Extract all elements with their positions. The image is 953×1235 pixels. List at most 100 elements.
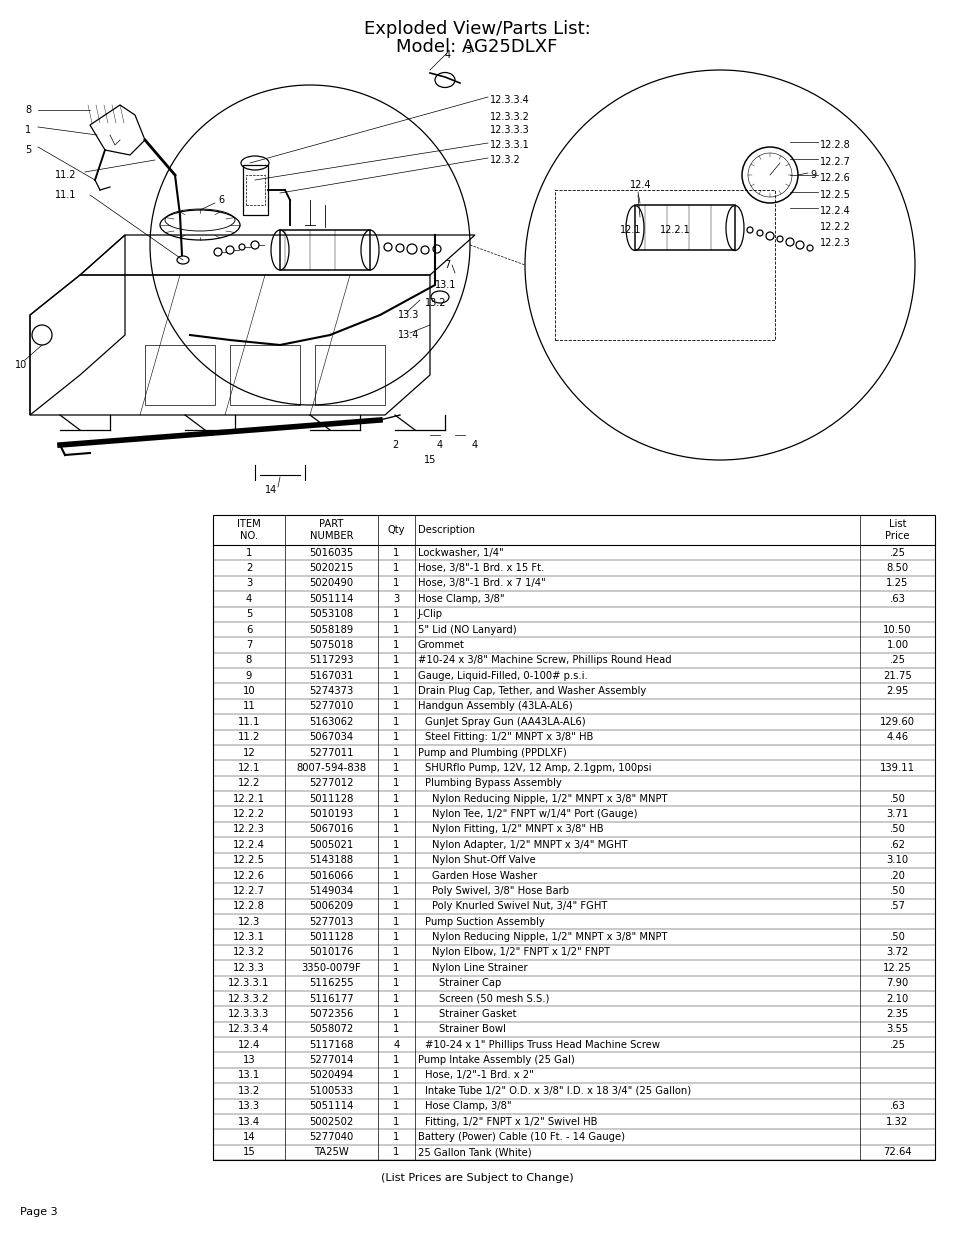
Text: 12.2.3: 12.2.3: [233, 825, 265, 835]
Text: 12.3.3.3: 12.3.3.3: [228, 1009, 270, 1019]
Text: 5277011: 5277011: [309, 747, 354, 757]
Text: 13.2: 13.2: [237, 1086, 260, 1095]
Text: 1: 1: [393, 1102, 399, 1112]
Text: 2.95: 2.95: [885, 687, 908, 697]
Text: Nylon Shut-Off Valve: Nylon Shut-Off Valve: [432, 855, 536, 866]
Text: 1: 1: [393, 885, 399, 895]
Text: 5011128: 5011128: [309, 932, 354, 942]
Text: 12.2.5: 12.2.5: [233, 855, 265, 866]
Text: #10-24 x 3/8" Machine Screw, Phillips Round Head: #10-24 x 3/8" Machine Screw, Phillips Ro…: [417, 656, 671, 666]
Text: Intake Tube 1/2" O.D. x 3/8" I.D. x 18 3/4" (25 Gallon): Intake Tube 1/2" O.D. x 3/8" I.D. x 18 3…: [424, 1086, 690, 1095]
Text: ITEM
NO.: ITEM NO.: [237, 519, 260, 541]
Text: 5020494: 5020494: [309, 1071, 354, 1081]
Text: 12.2.2: 12.2.2: [233, 809, 265, 819]
Text: 5005021: 5005021: [309, 840, 354, 850]
Text: 11.1: 11.1: [237, 716, 260, 727]
Text: 3350-0079F: 3350-0079F: [301, 963, 361, 973]
Text: 1: 1: [246, 547, 252, 558]
Text: .57: .57: [888, 902, 904, 911]
Text: 12.25: 12.25: [882, 963, 911, 973]
Text: 2.10: 2.10: [885, 994, 907, 1004]
Text: Exploded View/Parts List:: Exploded View/Parts List:: [363, 20, 590, 38]
Text: .63: .63: [888, 594, 904, 604]
Text: 13.3: 13.3: [397, 310, 419, 320]
Text: .25: .25: [888, 656, 904, 666]
Text: 1: 1: [393, 609, 399, 619]
Text: 6: 6: [218, 195, 224, 205]
Text: 5010193: 5010193: [309, 809, 354, 819]
Bar: [230, 345, 299, 405]
Text: 12.2.3: 12.2.3: [820, 238, 850, 248]
Text: Pump Intake Assembly (25 Gal): Pump Intake Assembly (25 Gal): [417, 1055, 574, 1065]
Text: 3.71: 3.71: [885, 809, 907, 819]
Text: 12.3.3.1: 12.3.3.1: [490, 140, 529, 149]
Text: 10.50: 10.50: [882, 625, 911, 635]
Text: Screen (50 mesh S.S.): Screen (50 mesh S.S.): [438, 994, 549, 1004]
Text: 1: 1: [393, 640, 399, 650]
Text: 5" Lid (NO Lanyard): 5" Lid (NO Lanyard): [417, 625, 517, 635]
Text: 10: 10: [15, 359, 28, 370]
Text: 1: 1: [393, 1147, 399, 1157]
Text: 12.3.3.2: 12.3.3.2: [490, 112, 529, 122]
Text: 15: 15: [423, 454, 436, 466]
Text: Nylon Fitting, 1/2" MNPT x 3/8" HB: Nylon Fitting, 1/2" MNPT x 3/8" HB: [432, 825, 603, 835]
Text: Nylon Reducing Nipple, 1/2" MNPT x 3/8" MNPT: Nylon Reducing Nipple, 1/2" MNPT x 3/8" …: [432, 932, 667, 942]
Text: Pump Suction Assembly: Pump Suction Assembly: [424, 916, 544, 926]
Text: Handgun Assembly (43LA-AL6): Handgun Assembly (43LA-AL6): [417, 701, 572, 711]
Text: GunJet Spray Gun (AA43LA-AL6): GunJet Spray Gun (AA43LA-AL6): [424, 716, 585, 727]
Text: 12.2.6: 12.2.6: [233, 871, 265, 881]
Text: Gauge, Liquid-Filled, 0-100# p.s.i.: Gauge, Liquid-Filled, 0-100# p.s.i.: [417, 671, 587, 680]
Text: 12.3.3: 12.3.3: [233, 963, 265, 973]
Text: 1.00: 1.00: [885, 640, 907, 650]
Text: 5116255: 5116255: [309, 978, 354, 988]
Text: 5143188: 5143188: [309, 855, 354, 866]
Text: 5075018: 5075018: [309, 640, 354, 650]
Text: 12.2.4: 12.2.4: [233, 840, 265, 850]
Text: 5051114: 5051114: [309, 594, 354, 604]
Text: 12.4: 12.4: [237, 1040, 260, 1050]
Text: 10: 10: [242, 687, 255, 697]
Text: 3.10: 3.10: [885, 855, 907, 866]
Text: 12.3.3.3: 12.3.3.3: [490, 125, 529, 135]
Text: 13.1: 13.1: [435, 280, 456, 290]
Text: Nylon Tee, 1/2" FNPT w/1/4" Port (Gauge): Nylon Tee, 1/2" FNPT w/1/4" Port (Gauge): [432, 809, 637, 819]
Text: 12.2.1: 12.2.1: [659, 225, 690, 235]
Text: 5067016: 5067016: [309, 825, 354, 835]
Text: 13: 13: [242, 1055, 255, 1065]
Text: 5053108: 5053108: [309, 609, 354, 619]
Text: Hose Clamp, 3/8": Hose Clamp, 3/8": [417, 594, 504, 604]
Text: 12.3.3.1: 12.3.3.1: [228, 978, 270, 988]
Text: .50: .50: [888, 932, 904, 942]
Text: 11.2: 11.2: [55, 170, 76, 180]
Text: 5274373: 5274373: [309, 687, 354, 697]
Text: 8: 8: [25, 105, 31, 115]
Text: 5117168: 5117168: [309, 1040, 354, 1050]
Text: 5006209: 5006209: [309, 902, 354, 911]
Text: 5116177: 5116177: [309, 994, 354, 1004]
Text: Pump and Plumbing (PPDLXF): Pump and Plumbing (PPDLXF): [417, 747, 566, 757]
Text: 5002502: 5002502: [309, 1116, 354, 1126]
Text: #10-24 x 1" Phillips Truss Head Machine Screw: #10-24 x 1" Phillips Truss Head Machine …: [424, 1040, 659, 1050]
Text: (List Prices are Subject to Change): (List Prices are Subject to Change): [380, 1173, 573, 1183]
Text: 12.3.3.2: 12.3.3.2: [228, 994, 270, 1004]
Text: 4: 4: [393, 1040, 399, 1050]
Text: .25: .25: [888, 547, 904, 558]
Text: 12.2.2: 12.2.2: [820, 222, 850, 232]
Text: 1: 1: [393, 825, 399, 835]
Text: 1: 1: [393, 916, 399, 926]
Text: 1: 1: [393, 871, 399, 881]
Text: 13.2: 13.2: [424, 298, 446, 308]
Text: 4: 4: [436, 440, 442, 450]
Text: 2: 2: [392, 440, 397, 450]
Text: 8.50: 8.50: [885, 563, 907, 573]
Text: 12.1: 12.1: [619, 225, 640, 235]
Text: 12.4: 12.4: [629, 180, 651, 190]
Text: 12.2.8: 12.2.8: [233, 902, 265, 911]
Text: Hose, 3/8"-1 Brd. x 7 1/4": Hose, 3/8"-1 Brd. x 7 1/4": [417, 578, 545, 588]
Text: 3: 3: [464, 44, 471, 56]
Text: 14: 14: [265, 485, 277, 495]
Text: 12.3.2: 12.3.2: [233, 947, 265, 957]
Bar: [213, 515, 934, 1160]
Text: Battery (Power) Cable (10 Ft. - 14 Gauge): Battery (Power) Cable (10 Ft. - 14 Gauge…: [417, 1132, 624, 1142]
Text: 1: 1: [393, 1086, 399, 1095]
